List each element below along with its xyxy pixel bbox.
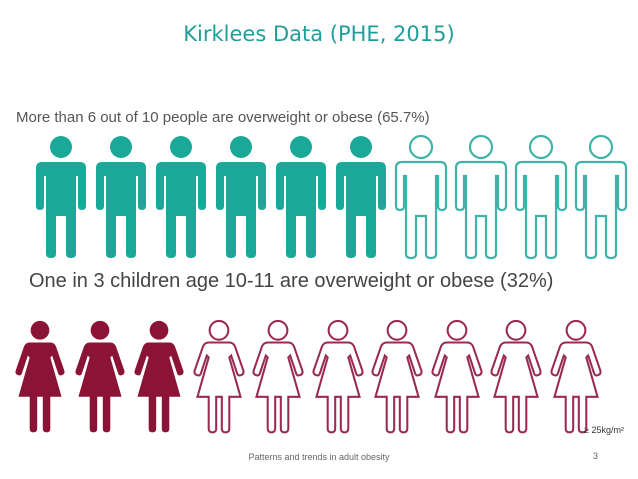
unit-note: ≥ 25kg/m² <box>584 425 624 435</box>
woman-icon-outline <box>192 319 245 434</box>
woman-icon-outline <box>371 319 423 434</box>
man-icon-outline <box>514 134 568 260</box>
adult-statistic-text: More than 6 out of 10 people are overwei… <box>16 109 430 126</box>
adult-pictogram-row <box>0 134 638 264</box>
woman-icon-filled <box>74 320 125 433</box>
woman-icon-outline <box>430 319 483 434</box>
footer-text: Patterns and trends in adult obesity <box>248 452 390 462</box>
man-icon-outline <box>574 134 628 260</box>
man-icon-filled <box>96 136 146 258</box>
man-icon-filled <box>276 136 326 258</box>
woman-icon-outline <box>252 319 304 434</box>
man-icon-filled <box>216 136 266 258</box>
woman-icon-outline <box>490 319 542 434</box>
man-icon-filled <box>336 136 386 258</box>
slide-number: 3 <box>593 451 599 461</box>
woman-icon-outline <box>549 319 602 434</box>
man-icon-outline <box>394 134 448 260</box>
man-icon-filled <box>156 136 206 258</box>
woman-icon-filled <box>15 320 65 433</box>
child-statistic-text: One in 3 children age 10-11 are overweig… <box>29 270 554 292</box>
man-icon-filled <box>36 136 86 258</box>
slide-title: Kirklees Data (PHE, 2015) <box>183 22 455 46</box>
child-pictogram-row <box>0 319 638 450</box>
woman-icon-outline <box>311 319 364 434</box>
woman-icon-filled <box>134 320 184 433</box>
man-icon-outline <box>454 134 508 260</box>
